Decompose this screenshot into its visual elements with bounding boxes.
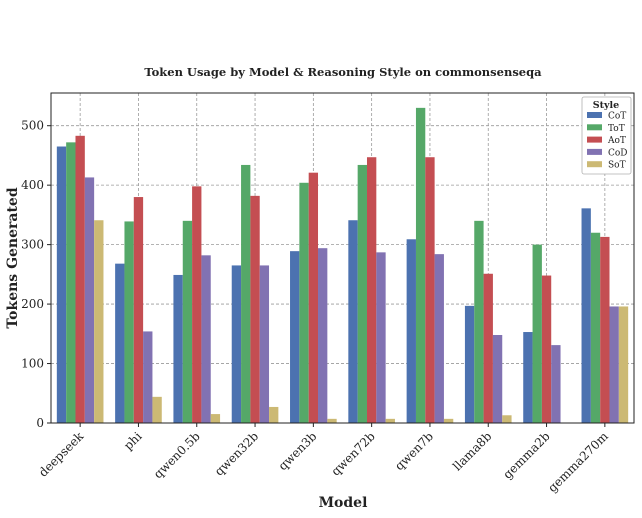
legend-swatch-tot xyxy=(587,124,602,131)
x-tick-label: gemma270m xyxy=(545,429,611,495)
bar-cot xyxy=(464,305,475,423)
bar-sot xyxy=(327,418,337,423)
bar-sot xyxy=(269,406,279,423)
bar-sot xyxy=(210,414,221,423)
bar-cot xyxy=(290,251,300,423)
bar-cot xyxy=(406,239,416,423)
x-tick-label: phi xyxy=(121,429,145,453)
bar-aot xyxy=(133,197,144,423)
legend-swatch-cot xyxy=(587,112,602,118)
bar-tot xyxy=(299,182,309,423)
bar-cod xyxy=(259,265,270,423)
legend-label-tot: ToT xyxy=(608,124,625,134)
bar-sot xyxy=(385,418,395,423)
bar-tot xyxy=(66,142,76,423)
legend-title: Style xyxy=(593,100,619,111)
bar-aot xyxy=(366,157,377,423)
bars xyxy=(56,107,629,424)
bar-tot xyxy=(182,220,193,423)
x-tick-label: gemma2b xyxy=(500,429,553,482)
bar-aot xyxy=(192,186,202,423)
bar-tot xyxy=(415,107,426,424)
bar-cod xyxy=(434,254,444,423)
bar-cod xyxy=(84,177,95,423)
bar-cod xyxy=(318,248,328,423)
bar-sot xyxy=(152,396,162,423)
bar-aot xyxy=(541,275,552,423)
bar-cod xyxy=(201,255,211,423)
chart-title: Token Usage by Model & Reasoning Style o… xyxy=(144,65,542,79)
bar-tot xyxy=(532,244,542,423)
bar-cod xyxy=(143,331,153,423)
y-tick-label: 300 xyxy=(21,238,44,252)
x-tick-label: qwen0.5b xyxy=(151,429,203,481)
y-tick-label: 400 xyxy=(21,178,44,192)
bar-cot xyxy=(173,274,183,423)
legend-swatch-sot xyxy=(587,161,602,168)
bar-tot xyxy=(590,232,601,423)
legend-swatch-cod xyxy=(587,148,602,155)
bar-aot xyxy=(250,195,260,423)
bar-cot xyxy=(56,146,67,423)
legend-label-sot: SoT xyxy=(608,161,626,171)
bar-aot xyxy=(600,236,610,423)
y-tick-label: 200 xyxy=(21,297,44,311)
bar-tot xyxy=(357,164,367,423)
x-axis-label: Model xyxy=(319,495,368,511)
bar-tot xyxy=(241,164,251,423)
bar-tot xyxy=(474,220,484,423)
bar-cot xyxy=(231,265,242,423)
bar-sot xyxy=(443,418,454,423)
legend: Style CoT ToT AoT CoD SoT xyxy=(581,96,632,175)
bar-aot xyxy=(425,157,435,423)
plot-frame xyxy=(50,92,635,424)
y-axis-label: Tokens Generated xyxy=(5,187,21,328)
bar-sot xyxy=(618,306,629,423)
bar-cod xyxy=(609,306,619,423)
bar-aot xyxy=(75,135,85,423)
legend-swatch-aot xyxy=(587,136,602,143)
x-tick-label: llama8b xyxy=(450,429,495,474)
legend-label-cot: CoT xyxy=(608,112,626,122)
bar-tot xyxy=(124,221,134,423)
bar-sot xyxy=(94,220,104,423)
y-tick-label: 0 xyxy=(36,416,44,430)
bar-cod xyxy=(551,345,561,423)
x-tick-label: qwen7b xyxy=(392,429,436,473)
bar-cod xyxy=(492,335,503,423)
x-tick-label: deepseek xyxy=(36,429,87,480)
bar-cot xyxy=(581,208,591,423)
x-tick-label: qwen3b xyxy=(276,429,320,473)
legend-label-aot: AoT xyxy=(607,136,626,146)
bar-aot xyxy=(308,172,319,423)
x-tick-label: qwen32b xyxy=(212,429,262,479)
legend-label-cod: CoD xyxy=(608,148,628,158)
axes xyxy=(50,92,635,424)
y-tick-label: 500 xyxy=(21,119,44,133)
bar-aot xyxy=(483,273,493,423)
y-tick-label: 100 xyxy=(21,357,44,371)
bar-cot xyxy=(523,332,533,423)
x-tick-label: qwen72b xyxy=(328,429,378,479)
bar-cod xyxy=(376,252,386,423)
bar-cot xyxy=(115,263,125,423)
bar-cot xyxy=(348,220,358,423)
bar-sot xyxy=(502,415,512,423)
